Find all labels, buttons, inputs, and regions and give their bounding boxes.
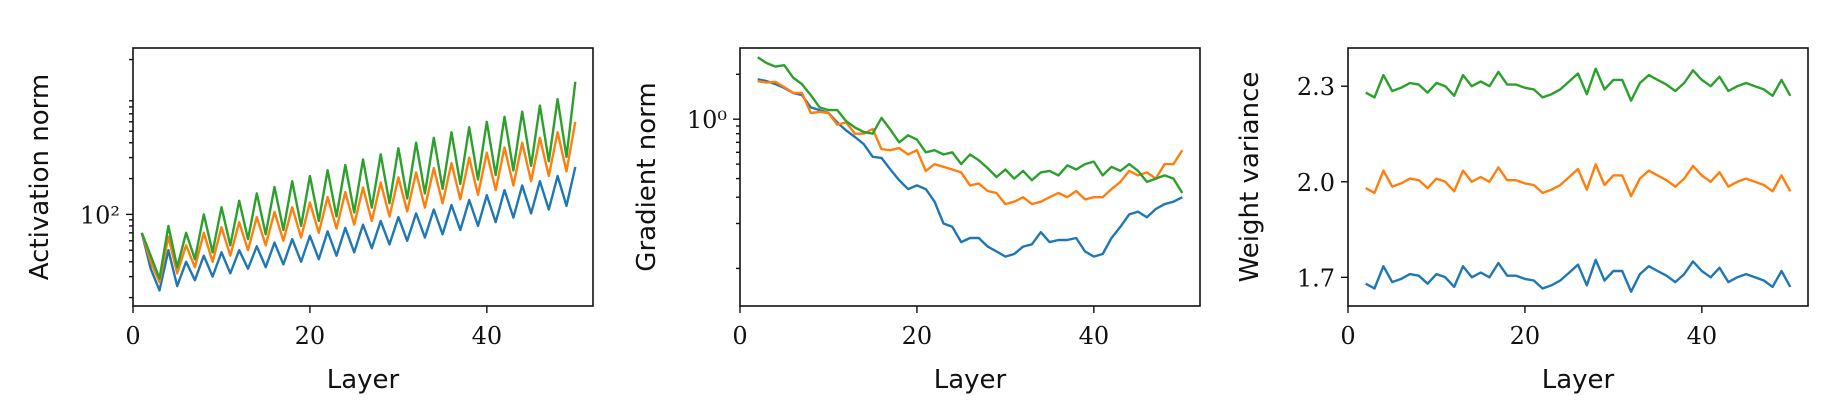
chart-panel-3: 0 20 40 1.7 2.0 2.3 Layer Weight variance bbox=[1235, 47, 1809, 395]
y-axis-label: Weight variance bbox=[1235, 72, 1265, 283]
y-tick-label: 2.3 bbox=[1297, 73, 1335, 101]
series-line-green bbox=[140, 81, 577, 280]
y-tick-label: 1.7 bbox=[1297, 264, 1335, 292]
y-axis-label: Activation norm bbox=[25, 74, 55, 280]
x-tick-label: 0 bbox=[125, 322, 140, 350]
y-axis-label: Gradient norm bbox=[632, 82, 662, 271]
series-line-blue bbox=[140, 166, 577, 292]
plot-frame bbox=[132, 47, 594, 307]
x-axis-label: Layer bbox=[1542, 365, 1615, 395]
chart-panel-1: 0 20 40 10² Layer Activation norm bbox=[25, 47, 594, 395]
series-line-orange bbox=[140, 121, 577, 284]
series-line-orange bbox=[757, 79, 1184, 206]
x-tick-label: 40 bbox=[472, 322, 503, 350]
x-tick-label: 20 bbox=[295, 322, 326, 350]
x-tick-label: 20 bbox=[1510, 322, 1541, 350]
series-line-green bbox=[1365, 67, 1792, 102]
y-tick-label: 10⁰ bbox=[687, 106, 727, 134]
plot-frame bbox=[739, 47, 1201, 307]
x-tick-label: 20 bbox=[902, 322, 933, 350]
x-tick-label: 0 bbox=[1340, 322, 1355, 350]
x-tick-label: 40 bbox=[1687, 322, 1718, 350]
chart-panel-2: 0 20 40 10⁰ Layer Gradient norm bbox=[632, 47, 1201, 395]
plot-frame bbox=[1347, 47, 1809, 307]
x-axis-label: Layer bbox=[327, 365, 400, 395]
x-tick-label: 40 bbox=[1079, 322, 1110, 350]
y-tick-label: 2.0 bbox=[1297, 169, 1335, 197]
y-tick-label: 10² bbox=[80, 201, 120, 229]
series-line-blue bbox=[1365, 258, 1792, 293]
x-tick-label: 0 bbox=[732, 322, 747, 350]
x-axis-label: Layer bbox=[934, 365, 1007, 395]
series-line-green bbox=[757, 56, 1184, 194]
series-line-blue bbox=[757, 78, 1183, 258]
series-line-orange bbox=[1365, 163, 1792, 198]
